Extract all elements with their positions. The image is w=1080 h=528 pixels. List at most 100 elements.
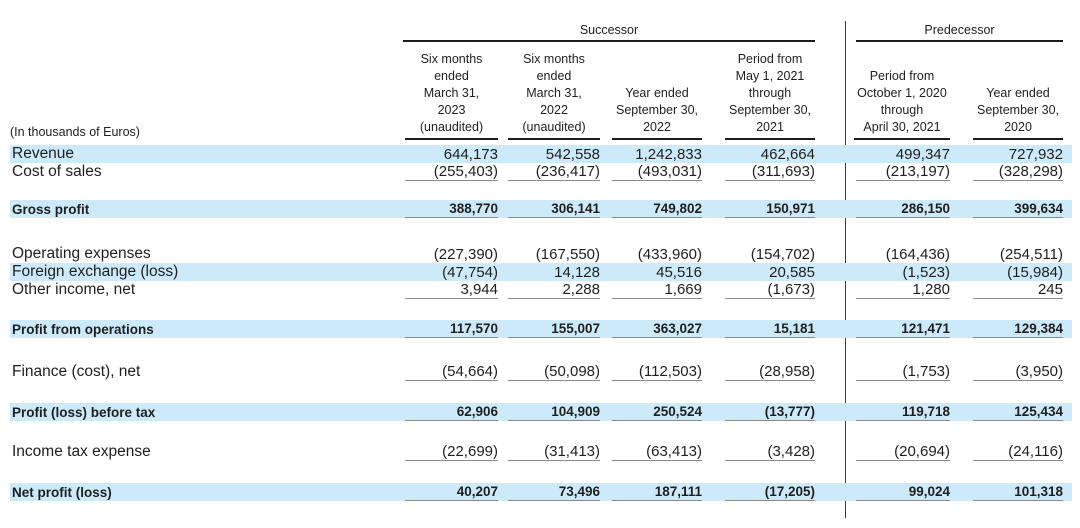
table-row: Profit from operations 117,570 155,007 363,…: [10, 320, 1072, 338]
column-header-line: ended: [536, 69, 572, 83]
row-label: Profit (loss) before tax: [12, 404, 156, 420]
cell-value: 499,347: [895, 145, 950, 163]
cell-value: (1,753): [856, 363, 950, 381]
column-header-line: March 31,: [526, 86, 582, 100]
column-header-line: May 1, 2021: [735, 69, 805, 83]
cell-value: 101,318: [973, 483, 1063, 501]
table-row: Gross profit 388,770 306,141 749,802 150,971…: [10, 200, 1072, 218]
cell-value: 187,111: [612, 483, 702, 501]
cell-value: (3,950): [973, 363, 1063, 381]
cell-value: 155,007: [508, 320, 600, 338]
column-header-line: Period from: [869, 69, 935, 83]
cell-value: 388,770: [405, 200, 498, 218]
row-label: Income tax expense: [12, 443, 151, 460]
cell-value: 15,181: [725, 320, 815, 338]
cell-value: 462,664: [760, 145, 815, 163]
cell-value: (63,413): [612, 443, 702, 461]
row-spacer: [10, 218, 1072, 245]
row-spacer: [10, 299, 1072, 320]
cell-value: 2,288: [508, 281, 600, 299]
cell-value: (236,417): [508, 163, 600, 181]
cell-value: 45,516: [656, 263, 702, 281]
column-group-successor: Successor: [403, 22, 815, 42]
cell-value: 40,207: [405, 483, 498, 501]
cell-value: (213,197): [856, 163, 950, 181]
cell-value: (328,298): [973, 163, 1063, 181]
column-header-line: Six months: [523, 52, 585, 66]
column-header-line: September 30,: [977, 103, 1059, 117]
row-label: Cost of sales: [12, 163, 102, 180]
column-header-line: through: [880, 103, 924, 117]
cell-value: (50,098): [508, 363, 600, 381]
cell-value: 62,906: [405, 403, 498, 421]
cell-value: 104,909: [508, 403, 600, 421]
cell-value: (1,523): [902, 263, 950, 281]
unit-label: (In thousands of Euros): [10, 125, 140, 139]
cell-value: 3,944: [405, 281, 498, 299]
table-row: Net profit (loss) 40,207 73,496 187,111 (17,…: [10, 483, 1072, 501]
cell-value: 121,471: [856, 320, 950, 338]
cell-value: 14,128: [554, 263, 600, 281]
column-header-5: Period from October 1, 2020 through April 3…: [854, 46, 950, 140]
table-row: Cost of sales (255,403) (236,417) (493,031)…: [10, 163, 1072, 181]
row-label: Profit from operations: [12, 321, 154, 337]
cell-value: 150,971: [725, 200, 815, 218]
table-row: Finance (cost), net (54,664) (50,098) (112,…: [10, 363, 1072, 381]
cell-value: 749,802: [612, 200, 702, 218]
column-header-line: 2023: [437, 103, 466, 117]
cell-value: (112,503): [612, 363, 702, 381]
column-header-line: Year ended: [986, 86, 1050, 100]
cell-value: 1,280: [856, 281, 950, 299]
column-header-line: March 31,: [423, 86, 480, 100]
column-header-6: Year ended September 30, 2020: [973, 46, 1063, 140]
cell-value: (28,958): [725, 363, 815, 381]
column-header-line: September 30,: [616, 103, 698, 117]
cell-value: (1,673): [725, 281, 815, 299]
cell-value: 99,024: [856, 483, 950, 501]
cell-value: (31,413): [508, 443, 600, 461]
column-header-line: through: [748, 86, 792, 100]
cell-value: (167,550): [535, 245, 600, 263]
column-header-line: 2022: [540, 103, 568, 117]
cell-value: 129,384: [973, 320, 1063, 338]
column-header-line: 2022: [643, 120, 671, 134]
table-row: Profit (loss) before tax 62,906 104,909 250…: [10, 403, 1072, 421]
row-spacer: [10, 181, 1072, 200]
row-spacer: [10, 381, 1072, 403]
cell-value: 1,242,833: [635, 145, 702, 163]
cell-value: (227,390): [433, 245, 498, 263]
cell-value: (54,664): [405, 363, 498, 381]
cell-value: (311,693): [725, 163, 815, 181]
column-header-line: 2020: [1004, 120, 1032, 134]
column-header-line: Period from: [737, 52, 803, 66]
column-header-line: Year ended: [625, 86, 689, 100]
cell-value: 286,150: [856, 200, 950, 218]
column-header-line: September 30,: [729, 103, 811, 117]
table-row: Other income, net 3,944 2,288 1,669 (1,673) 1…: [10, 281, 1072, 299]
table-row: Revenue 644,173 542,558 1,242,833 462,664 499…: [10, 145, 1072, 163]
row-spacer: [10, 421, 1072, 443]
column-header-line: (unaudited): [419, 120, 484, 134]
cell-value: (154,702): [750, 245, 815, 263]
cell-value: 245: [973, 281, 1063, 299]
cell-value: 117,570: [405, 320, 498, 338]
cell-value: (13,777): [725, 403, 815, 421]
cell-value: (433,960): [637, 245, 702, 263]
row-label: Revenue: [12, 145, 75, 162]
column-header-line: ended: [434, 69, 469, 83]
cell-value: (47,754): [442, 263, 498, 281]
cell-value: 119,718: [856, 403, 950, 421]
cell-value: 363,027: [612, 320, 702, 338]
column-group-predecessor: Predecessor: [856, 22, 1063, 42]
column-header-line: Six months: [420, 52, 483, 66]
column-header-line: October 1, 2020: [857, 86, 947, 100]
cell-value: (15,984): [1007, 263, 1063, 281]
cell-value: 542,558: [545, 145, 600, 163]
cell-value: 644,173: [443, 145, 498, 163]
cell-value: (493,031): [612, 163, 702, 181]
column-header-4: Period from May 1, 2021 through September 3…: [725, 46, 815, 140]
cell-value: (3,428): [725, 443, 815, 461]
column-header-line: 2021: [756, 120, 784, 134]
income-statement-table: Revenue 644,173 542,558 1,242,833 462,664 499…: [10, 145, 1072, 501]
